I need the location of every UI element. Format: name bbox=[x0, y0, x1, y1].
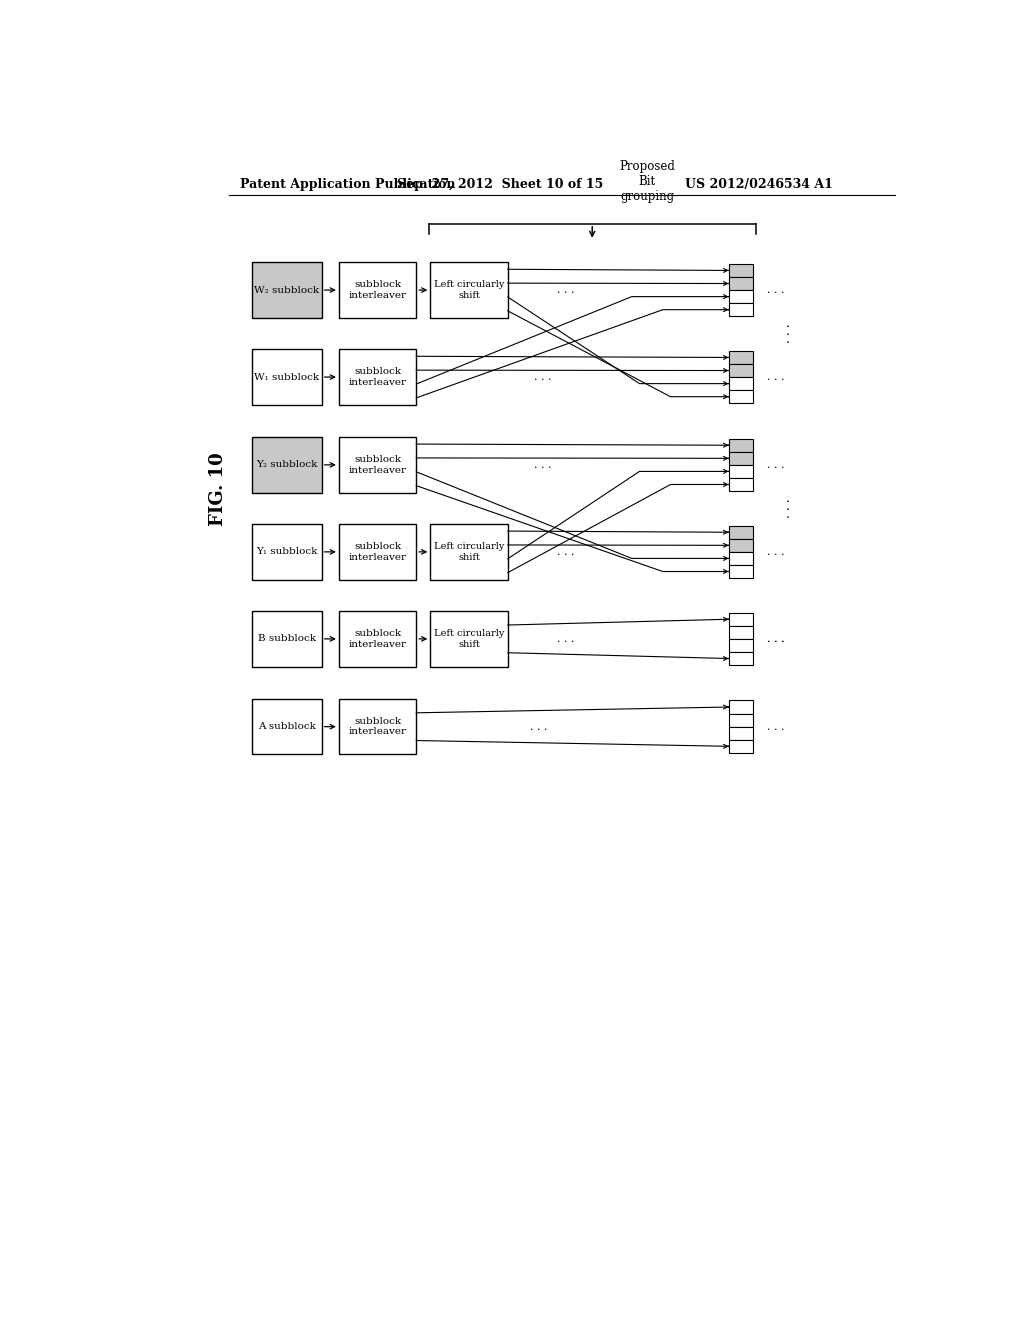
Text: . . .: . . . bbox=[780, 323, 794, 343]
Text: subblock
interleaver: subblock interleaver bbox=[348, 543, 407, 561]
Text: . . .: . . . bbox=[767, 372, 784, 381]
Text: subblock
interleaver: subblock interleaver bbox=[348, 630, 407, 648]
Bar bbox=[729, 612, 754, 626]
Text: . . .: . . . bbox=[534, 372, 551, 381]
Text: subblock
interleaver: subblock interleaver bbox=[348, 280, 407, 300]
Text: subblock
interleaver: subblock interleaver bbox=[348, 455, 407, 475]
Text: W₂ subblock: W₂ subblock bbox=[254, 285, 319, 294]
Text: Left circularly
shift: Left circularly shift bbox=[434, 630, 504, 648]
Bar bbox=[339, 611, 417, 667]
Bar bbox=[339, 263, 417, 318]
Bar bbox=[430, 611, 508, 667]
Bar bbox=[729, 714, 754, 726]
Text: . . .: . . . bbox=[530, 722, 548, 731]
Bar bbox=[252, 524, 322, 579]
Bar bbox=[252, 263, 322, 318]
Text: B subblock: B subblock bbox=[258, 635, 315, 643]
Bar bbox=[430, 263, 508, 318]
Text: . . .: . . . bbox=[557, 285, 574, 296]
Bar bbox=[729, 701, 754, 714]
Text: Y₂ subblock: Y₂ subblock bbox=[256, 461, 317, 470]
Text: . . .: . . . bbox=[767, 722, 784, 731]
Bar bbox=[252, 350, 322, 405]
Bar bbox=[729, 364, 754, 378]
Bar bbox=[729, 378, 754, 391]
Text: Proposed
Bit
grouping: Proposed Bit grouping bbox=[620, 160, 675, 203]
Bar bbox=[729, 304, 754, 317]
Bar bbox=[252, 700, 322, 755]
Text: . . .: . . . bbox=[780, 499, 794, 519]
Bar bbox=[729, 478, 754, 491]
Bar bbox=[339, 700, 417, 755]
Text: W₁ subblock: W₁ subblock bbox=[254, 372, 319, 381]
Text: subblock
interleaver: subblock interleaver bbox=[348, 367, 407, 387]
Bar bbox=[729, 351, 754, 364]
Text: Y₁ subblock: Y₁ subblock bbox=[256, 548, 317, 556]
Bar bbox=[339, 350, 417, 405]
Text: . . .: . . . bbox=[557, 546, 574, 557]
Text: . . .: . . . bbox=[767, 634, 785, 644]
Bar bbox=[729, 465, 754, 478]
Bar bbox=[729, 565, 754, 578]
Bar bbox=[729, 391, 754, 404]
Bar bbox=[729, 264, 754, 277]
Bar bbox=[729, 451, 754, 465]
Bar bbox=[339, 524, 417, 579]
Text: . . .: . . . bbox=[534, 459, 551, 470]
Bar bbox=[729, 438, 754, 451]
Text: Sep. 27, 2012  Sheet 10 of 15: Sep. 27, 2012 Sheet 10 of 15 bbox=[397, 178, 603, 190]
Bar bbox=[729, 290, 754, 304]
Text: . . .: . . . bbox=[767, 459, 784, 470]
Bar bbox=[430, 524, 508, 579]
Bar bbox=[729, 277, 754, 290]
Bar bbox=[729, 552, 754, 565]
Text: subblock
interleaver: subblock interleaver bbox=[348, 717, 407, 737]
Bar bbox=[339, 437, 417, 492]
Text: FIG. 10: FIG. 10 bbox=[209, 453, 227, 527]
Bar bbox=[729, 525, 754, 539]
Text: . . .: . . . bbox=[557, 634, 574, 644]
Text: . . .: . . . bbox=[767, 546, 784, 557]
Bar bbox=[729, 652, 754, 665]
Text: A subblock: A subblock bbox=[258, 722, 315, 731]
Bar bbox=[729, 639, 754, 652]
Text: . . .: . . . bbox=[767, 285, 784, 296]
Text: Left circularly
shift: Left circularly shift bbox=[434, 280, 504, 300]
Text: . . .: . . . bbox=[767, 634, 784, 644]
Text: US 2012/0246534 A1: US 2012/0246534 A1 bbox=[685, 178, 834, 190]
Bar bbox=[252, 437, 322, 492]
Bar bbox=[729, 626, 754, 639]
Bar bbox=[729, 739, 754, 752]
Text: Left circularly
shift: Left circularly shift bbox=[434, 543, 504, 561]
Bar bbox=[729, 726, 754, 739]
Bar bbox=[729, 539, 754, 552]
Bar bbox=[252, 611, 322, 667]
Text: Patent Application Publication: Patent Application Publication bbox=[241, 178, 456, 190]
